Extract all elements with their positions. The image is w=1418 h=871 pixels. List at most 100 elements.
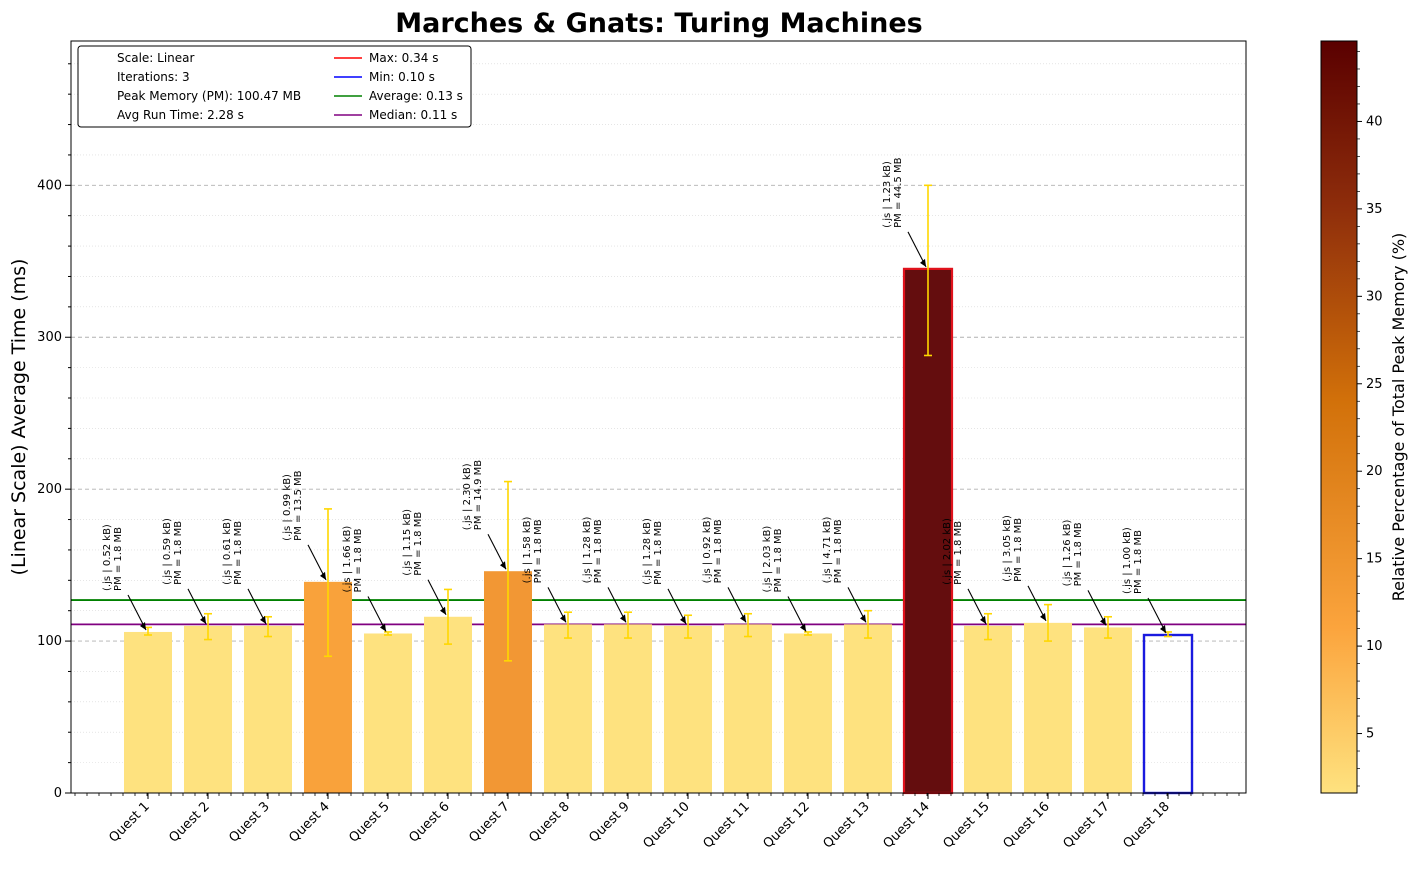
annotation-label: PM = 1.8 MB	[533, 519, 544, 583]
bar	[244, 625, 292, 793]
reference-lines	[71, 599, 1246, 626]
bar	[724, 624, 772, 793]
annotation-label: PM = 1.8 MB	[353, 528, 364, 592]
y-axis-label: (Linear Scale) Average Time (ms)	[8, 259, 30, 576]
annotation-arrowhead	[200, 615, 206, 624]
annotation-arrowhead	[1040, 612, 1046, 621]
annotation-label: (.js | 1.28 kB)	[642, 518, 653, 585]
bar	[544, 624, 592, 793]
annotation-label: (.js | 1.26 kB)	[1062, 520, 1073, 587]
x-axis: Quest 1 Quest 2 Quest 3 Quest 4 Quest 5 Quest…	[74, 793, 1240, 852]
x-tick-label: Quest 2	[166, 799, 212, 845]
annotation-arrowhead	[620, 614, 626, 623]
annotation-label: PM = 1.8 MB	[1013, 518, 1024, 582]
legend-box	[77, 45, 472, 128]
annotation-label: PM = 44.5 MB	[893, 157, 904, 227]
annotation-label: PM = 1.8 MB	[413, 512, 424, 576]
bar	[784, 633, 832, 793]
bar	[364, 633, 412, 793]
legend-info: Scale: Linear	[117, 51, 195, 65]
bar	[1142, 633, 1194, 795]
bar	[1024, 622, 1072, 793]
annotation-label: (.js | 1.23 kB)	[882, 161, 893, 228]
bar	[664, 625, 712, 793]
annotation-label: PM = 14.9 MB	[473, 460, 484, 530]
annotation-label: (.js | 0.52 kB)	[102, 524, 113, 591]
annotation-arrowhead	[260, 615, 266, 624]
bar	[424, 616, 472, 793]
annotation-label: PM = 1.8 MB	[233, 521, 244, 585]
bar	[184, 625, 232, 793]
annotation-arrowhead	[500, 561, 506, 570]
bars	[124, 267, 1194, 795]
annotation-arrowhead	[380, 623, 386, 632]
x-tick-label: Quest 18	[1120, 799, 1172, 851]
annotation-arrowhead	[920, 258, 926, 267]
annotation-label: (.js | 2.30 kB)	[462, 463, 473, 530]
annotation-arrowhead	[860, 614, 866, 623]
annotation-label: (.js | 1.15 kB)	[402, 509, 413, 576]
colorbar-tick-label: 5	[1366, 727, 1374, 742]
annotation-label: (.js | 1.66 kB)	[342, 526, 353, 593]
y-tick-label: 0	[54, 786, 62, 801]
bar	[844, 624, 892, 793]
bar	[1084, 627, 1132, 793]
annotation-arrowhead	[680, 615, 686, 624]
x-tick-label: Quest 1	[106, 799, 152, 845]
y-tick-label: 100	[37, 634, 62, 649]
x-tick-label: Quest 11	[700, 799, 752, 851]
annotation-label: (.js | 1.00 kB)	[1122, 527, 1133, 594]
x-tick-label: Quest 5	[346, 799, 392, 845]
annotation-arrowhead	[320, 571, 326, 580]
annotation-label: (.js | 0.99 kB)	[282, 474, 293, 541]
annotation-label: (.js | 4.71 kB)	[822, 516, 833, 583]
x-tick-label: Quest 16	[1000, 799, 1052, 851]
x-tick-label: Quest 12	[760, 799, 812, 851]
x-tick-label: Quest 7	[466, 799, 512, 845]
annotation-label: (.js | 0.92 kB)	[702, 516, 713, 583]
annotation-label: PM = 1.8 MB	[953, 521, 964, 585]
annotation-label: (.js | 2.02 kB)	[942, 518, 953, 585]
bar	[604, 624, 652, 793]
annotation-label: PM = 1.8 MB	[113, 527, 124, 591]
colorbar-tick-label: 15	[1366, 552, 1383, 567]
colorbar-tick-label: 25	[1366, 377, 1383, 392]
x-tick-label: Quest 8	[526, 799, 572, 845]
colorbar-tick-label: 30	[1366, 289, 1383, 304]
annotation-label: PM = 1.8 MB	[833, 519, 844, 583]
annotation-label: PM = 1.8 MB	[1073, 522, 1084, 586]
x-tick-label: Quest 10	[640, 799, 692, 851]
x-tick-label: Quest 13	[820, 799, 872, 851]
annotation-label: (.js | 0.59 kB)	[162, 518, 173, 585]
annotation-label: PM = 13.5 MB	[293, 470, 304, 540]
annotation-label: (.js | 0.61 kB)	[222, 518, 233, 585]
legend-min-label: Min: 0.10 s	[369, 70, 435, 84]
y-axis: 0 100 200 300 400	[37, 63, 71, 801]
x-tick-label: Quest 3	[226, 799, 272, 845]
y-tick-label: 400	[37, 178, 62, 193]
annotation-label: (.js | 1.28 kB)	[582, 516, 593, 583]
annotation-arrowhead	[1100, 617, 1106, 626]
x-tick-label: Quest 14	[880, 799, 932, 851]
colorbar-label: Relative Percentage of Total Peak Memory…	[1389, 233, 1408, 602]
bar	[124, 631, 172, 793]
colorbar-tick-label: 40	[1366, 114, 1383, 129]
legend-median-label: Median: 0.11 s	[369, 108, 457, 122]
annotation-arrowhead	[980, 615, 986, 624]
x-tick-label: Quest 6	[406, 799, 452, 845]
annotation-label: PM = 1.8 MB	[653, 521, 664, 585]
x-tick-label: Quest 15	[940, 799, 992, 851]
annotation-arrowhead	[1160, 625, 1166, 634]
bar	[964, 625, 1012, 793]
legend-max-label: Max: 0.34 s	[369, 51, 438, 65]
chart-title: Marches & Gnats: Turing Machines	[395, 8, 923, 39]
annotation-label: (.js | 3.05 kB)	[1002, 515, 1013, 582]
legend-info: Iterations: 3	[117, 70, 190, 84]
colorbar-tick-label: 10	[1366, 639, 1383, 654]
legend-info: Avg Run Time: 2.28 s	[117, 108, 244, 122]
colorbar-tick-label: 20	[1366, 464, 1383, 479]
annotation-arrowhead	[140, 621, 146, 630]
x-tick-label: Quest 4	[286, 799, 332, 845]
x-tick-label: Quest 17	[1060, 799, 1112, 851]
